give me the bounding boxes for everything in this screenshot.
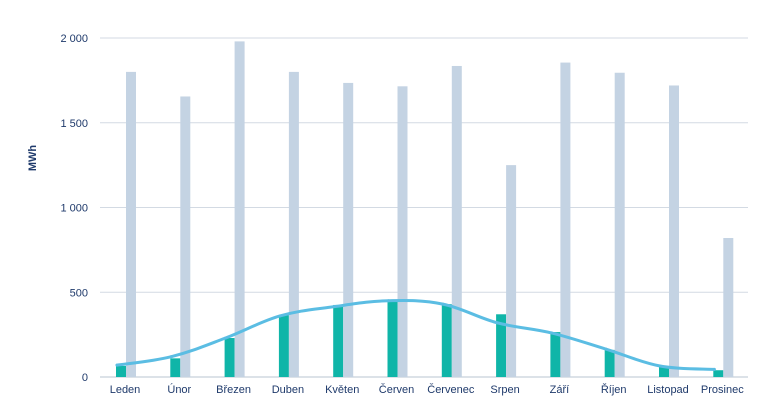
bar-teal <box>496 314 507 377</box>
x-tick-label: Duben <box>272 384 304 396</box>
bar-teal <box>333 304 344 377</box>
bar-grey <box>288 71 299 378</box>
x-tick-labels: Leden Únor Březen Duben Květen Červen Červenec… <box>110 383 744 396</box>
bar-teal <box>387 299 398 377</box>
line-point <box>224 336 228 340</box>
bar-teal <box>278 315 289 377</box>
x-tick-label: Říjen <box>601 383 627 396</box>
bar-grey <box>723 238 734 377</box>
bar-teal <box>441 304 452 377</box>
line-point <box>549 331 553 335</box>
y-tick-label: 0 <box>82 372 88 384</box>
y-tick-label: 1 500 <box>60 118 88 130</box>
bar-grey <box>343 82 354 377</box>
line-series <box>115 299 716 371</box>
y-tick-label: 1 000 <box>60 203 88 215</box>
x-tick-label: Březen <box>216 384 251 396</box>
line-point <box>604 347 608 351</box>
line-point <box>278 314 282 318</box>
x-tick-label: Únor <box>167 383 191 396</box>
y-tick-label: 500 <box>70 287 88 299</box>
line-point <box>169 355 173 359</box>
line-point <box>658 364 662 368</box>
bar-grey <box>669 85 679 378</box>
bar-grey <box>506 165 517 377</box>
x-tick-label: Leden <box>110 384 141 396</box>
bars <box>116 41 734 378</box>
bar-teal <box>116 365 126 377</box>
x-tick-label: Listopad <box>647 384 689 396</box>
bar-teal <box>713 370 724 377</box>
bar-grey <box>126 71 136 378</box>
bar-grey <box>614 72 625 377</box>
x-tick-label: Červenec <box>427 383 475 396</box>
x-tick-label: Srpen <box>490 384 519 396</box>
x-tick-label: Září <box>550 384 570 396</box>
line-point <box>495 321 499 325</box>
bar-teal <box>550 332 561 377</box>
y-axis-label: MWh <box>27 145 39 172</box>
line-point <box>441 302 445 306</box>
x-tick-label: Červen <box>379 383 414 396</box>
bar-teal <box>604 349 615 377</box>
line-path <box>115 299 716 371</box>
bar-grey <box>180 96 191 377</box>
bar-grey <box>234 41 245 377</box>
bar-grey <box>560 62 571 377</box>
line-point <box>115 363 119 367</box>
bar-grey <box>451 65 462 377</box>
line-point <box>387 299 390 303</box>
y-tick-label: 2 000 <box>60 33 88 45</box>
x-tick-label: Květen <box>325 384 359 396</box>
line-point <box>332 305 336 309</box>
x-tick-label: Prosinec <box>701 384 744 396</box>
gridlines <box>100 37 748 378</box>
bar-teal <box>170 358 181 377</box>
bar-teal <box>659 365 669 377</box>
y-tick-labels: 0 500 1 000 1 500 2 000 <box>60 33 88 384</box>
bar-teal <box>224 338 235 377</box>
line-point <box>712 367 716 371</box>
bar-grey <box>397 86 408 378</box>
